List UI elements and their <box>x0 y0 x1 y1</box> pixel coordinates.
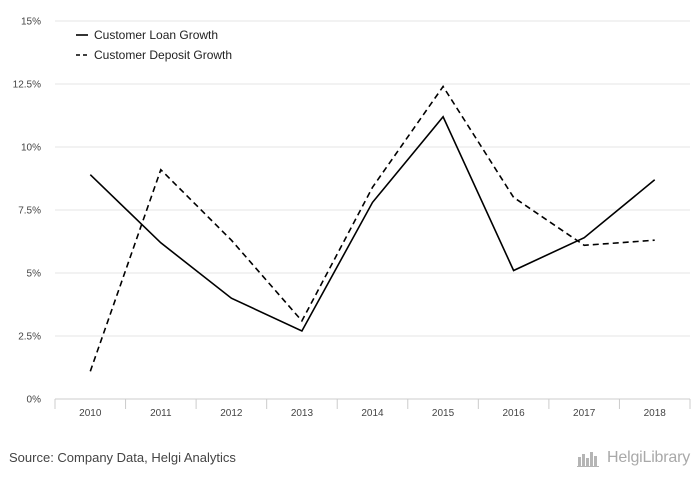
brand-logo: HelgiLibrary <box>577 449 690 467</box>
x-tick-label: 2014 <box>361 408 384 419</box>
x-tick-label: 2017 <box>573 408 596 419</box>
x-tick-label: 2010 <box>79 408 102 419</box>
series-lines <box>89 85 656 372</box>
legend-label: Customer Loan Growth <box>94 28 218 42</box>
legend-label: Customer Deposit Growth <box>94 48 232 62</box>
y-tick-label: 7.5% <box>18 206 41 217</box>
brand-name: HelgiLibrary <box>607 449 690 466</box>
x-tick-label: 2018 <box>644 408 667 419</box>
legend: Customer Loan Growth Customer Deposit Gro… <box>76 28 232 62</box>
y-tick-label: 0% <box>27 395 42 406</box>
line-chart: 0% 2.5% 5% 7.5% 10% 12.5% 15% 2010 2011 2012 2013… <box>13 17 691 419</box>
x-tick-label: 2013 <box>291 408 314 419</box>
x-tick-label: 2012 <box>220 408 243 419</box>
library-icon <box>577 452 600 467</box>
series-line-deposit-growth <box>89 85 655 372</box>
y-axis-ticks: 0% 2.5% 5% 7.5% 10% 12.5% 15% <box>13 17 41 406</box>
y-tick-label: 2.5% <box>18 332 41 343</box>
series-line-loan-growth <box>89 115 656 333</box>
y-tick-label: 15% <box>21 17 41 28</box>
x-tick-label: 2011 <box>150 408 172 419</box>
gridlines <box>55 20 690 400</box>
y-tick-label: 12.5% <box>13 80 41 91</box>
x-axis: 2010 2011 2012 2013 2014 2015 2016 2017 2018 <box>54 398 691 419</box>
y-tick-label: 5% <box>27 269 42 280</box>
y-tick-label: 10% <box>21 143 41 154</box>
source-note: Source: Company Data, Helgi Analytics <box>9 450 236 465</box>
x-tick-label: 2015 <box>432 408 455 419</box>
x-tick-label: 2016 <box>502 408 525 419</box>
